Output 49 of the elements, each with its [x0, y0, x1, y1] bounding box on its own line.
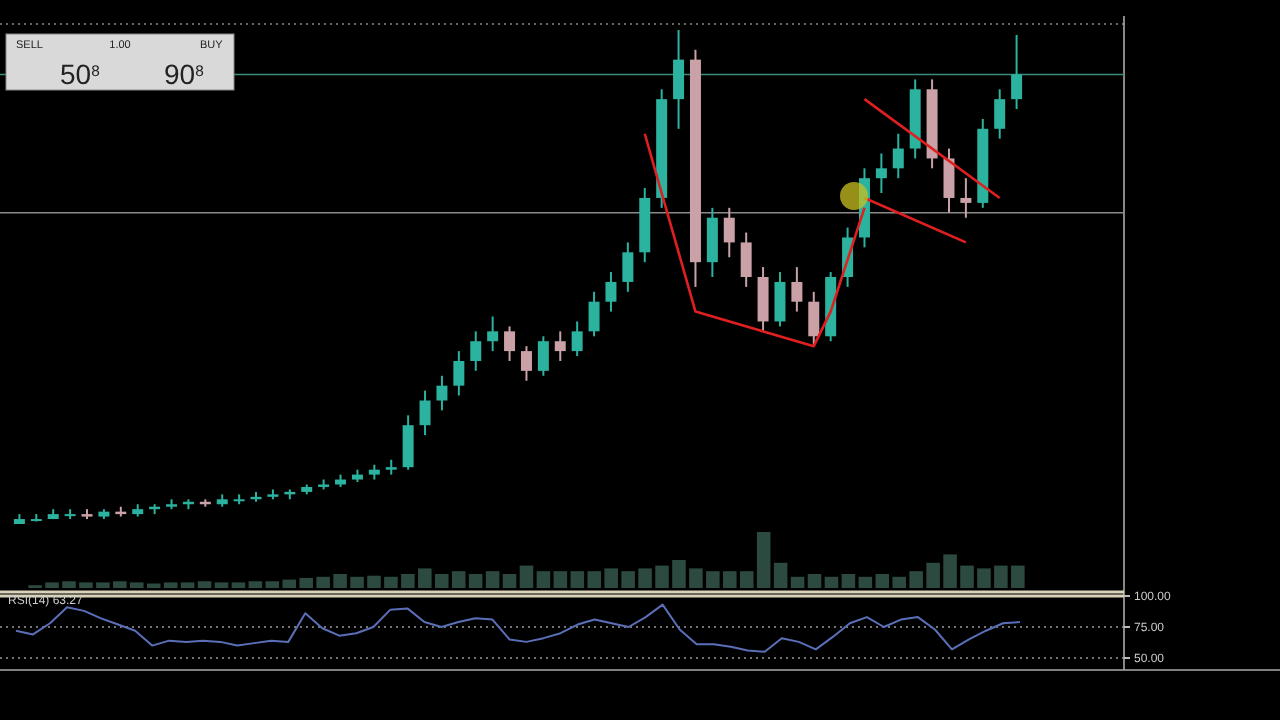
bar: [807, 574, 822, 588]
candlestick: [470, 330, 482, 372]
bar: [197, 581, 212, 588]
candlestick: [994, 88, 1006, 140]
bar: [824, 576, 839, 588]
annotation: 90$^{8}$: [164, 58, 204, 90]
candlestick: [588, 290, 600, 338]
candlestick: [419, 389, 431, 437]
candlestick: [520, 345, 532, 382]
bar: [519, 565, 534, 588]
candlestick: [622, 241, 634, 293]
candlestick: [943, 147, 955, 214]
bar: [502, 574, 517, 588]
candlestick: [808, 290, 820, 348]
candlestick: [757, 266, 769, 333]
candlestick: [605, 271, 617, 313]
bar: [231, 582, 246, 588]
candlestick: [436, 374, 448, 412]
bar: [468, 574, 483, 588]
candlestick: [774, 271, 786, 328]
bar: [180, 582, 195, 588]
bar: [214, 582, 229, 588]
bar: [773, 562, 788, 588]
candlestick: [537, 335, 549, 377]
candlestick: [1011, 33, 1023, 111]
bar: [790, 576, 805, 588]
bar: [485, 571, 500, 588]
bar: [841, 574, 856, 588]
candlestick: [487, 315, 499, 353]
candlestick: [791, 266, 803, 313]
annotation: 50$^{8}$: [60, 58, 100, 90]
candlestick: [453, 350, 465, 397]
line-series: [15, 603, 1021, 653]
candlestick: [960, 177, 972, 219]
candlestick: [892, 132, 904, 180]
candlestick: [554, 330, 566, 362]
bar: [553, 571, 568, 588]
bar: [536, 571, 551, 588]
candlestick: [875, 152, 887, 195]
candlestick: [740, 231, 752, 288]
candlestick: [673, 29, 685, 130]
candlestick: [571, 320, 583, 358]
candlestick: [402, 414, 414, 471]
candlestick: [723, 206, 735, 259]
bar: [163, 582, 178, 588]
candlestick: [706, 206, 718, 278]
bar: [858, 576, 873, 588]
candlestick: [504, 325, 516, 362]
bar: [248, 581, 263, 588]
